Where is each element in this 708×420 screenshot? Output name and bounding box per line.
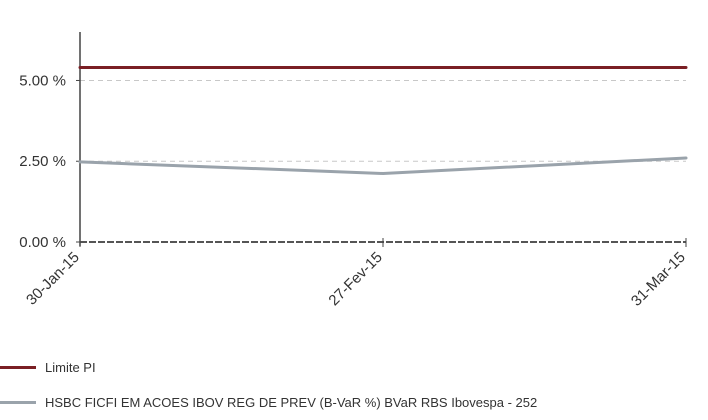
legend-swatch-limite-pi — [0, 365, 36, 369]
legend-item-hsbc-bvar: HSBC FICFI EM ACOES IBOV REG DE PREV (B-… — [0, 392, 537, 412]
series-line-1 — [79, 156, 687, 175]
y-tick-label: 0.00 % — [19, 234, 66, 251]
legend-label-hsbc-bvar: HSBC FICFI EM ACOES IBOV REG DE PREV (B-… — [45, 394, 538, 410]
legend-item-limite-pi: Limite PI — [0, 357, 96, 377]
grid-lines — [80, 79, 686, 162]
y-tick-labels: 0.00 % 2.50 % 5.00 % — [19, 72, 66, 251]
data-point — [684, 156, 688, 160]
legend-label-limite-pi: Limite PI — [45, 359, 96, 375]
line-chart: 0.00 % 2.50 % 5.00 % 30-Jan-15 27-Fev-15 31-… — [19, 32, 689, 310]
data-point — [381, 172, 385, 176]
data-point — [381, 66, 385, 70]
y-tick-label: 2.50 % — [19, 153, 66, 170]
x-tick-label: 30-Jan-15 — [23, 249, 83, 309]
x-tick-label: 27-Fev-15 — [325, 249, 385, 309]
data-point — [78, 160, 82, 164]
axes — [76, 32, 687, 247]
x-tick-label: 31-Mar-15 — [628, 249, 689, 310]
legend-swatch-hsbc-bvar — [0, 400, 36, 404]
series-lines — [78, 66, 688, 176]
data-point — [684, 66, 688, 70]
y-tick-label: 5.00 % — [19, 72, 66, 89]
x-tick-labels: 30-Jan-15 27-Fev-15 31-Mar-15 — [23, 249, 689, 310]
data-point — [78, 66, 82, 70]
